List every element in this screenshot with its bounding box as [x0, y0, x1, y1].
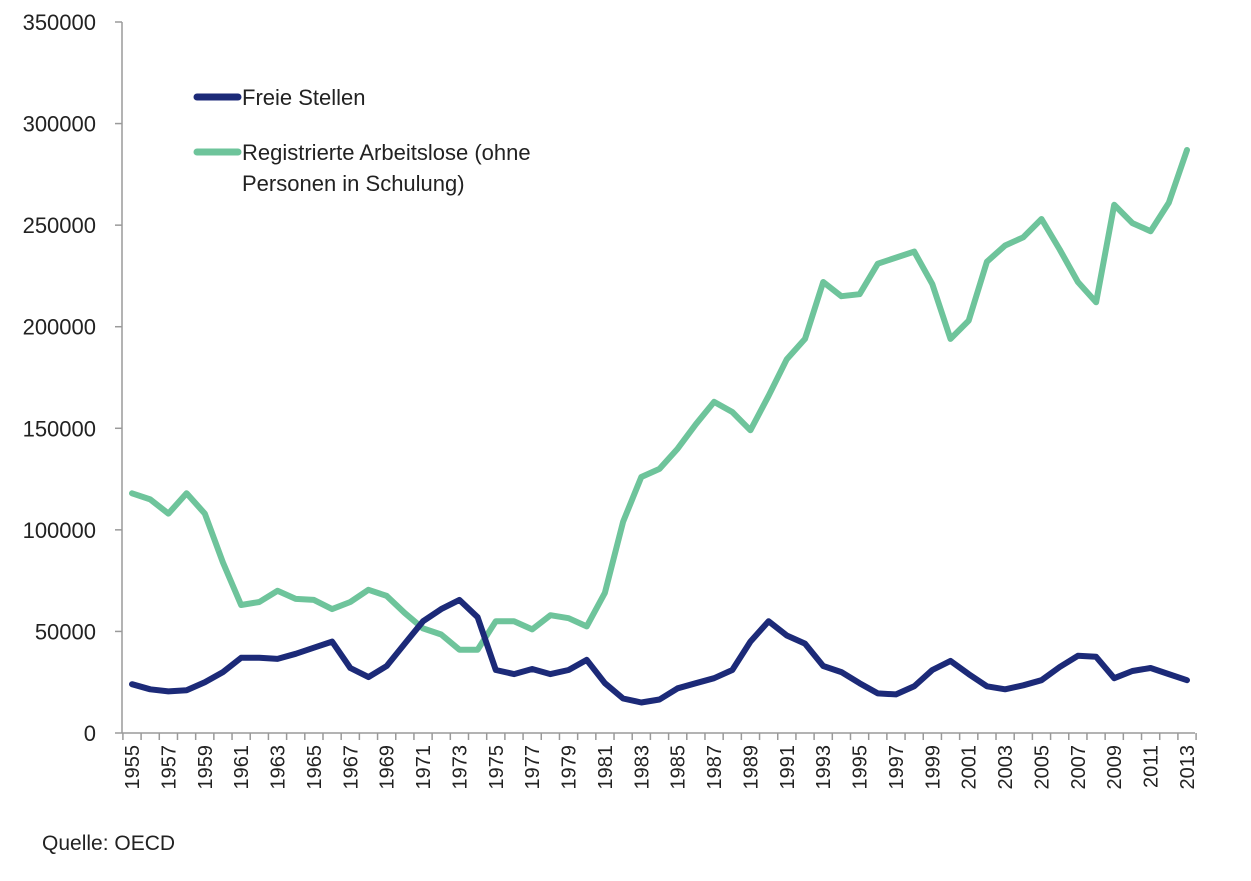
x-tick-label: 1955 — [122, 745, 144, 790]
y-tick-label: 150000 — [23, 416, 96, 441]
x-tick-label: 1967 — [340, 745, 362, 790]
x-tick-label: 1993 — [813, 745, 835, 790]
x-axis: 1955 1957 1959 1961 1963 1965 1967 1969 1971 1973… — [122, 732, 1199, 790]
x-tick-label: 1997 — [886, 745, 908, 790]
x-tick-label: 1969 — [377, 745, 399, 790]
y-tick-label: 100000 — [23, 518, 96, 543]
legend-item-freie-stellen-label: Freie Stellen — [242, 85, 366, 110]
x-tick-label: 1963 — [268, 745, 290, 790]
y-tick-label: 300000 — [23, 112, 96, 137]
x-tick-label: 2001 — [959, 745, 981, 790]
x-tick-label: 1989 — [740, 745, 762, 790]
x-tick-label: 2005 — [1031, 745, 1053, 790]
x-tick-label: 1985 — [668, 745, 690, 790]
x-tick-label: 1961 — [231, 745, 253, 790]
y-tick-label: 0 — [84, 721, 96, 746]
y-axis: 0 50000 100000 150000 200000 250000 300000 3500… — [23, 10, 123, 746]
x-tick-label: 1959 — [195, 745, 217, 790]
x-tick-label: 1975 — [486, 745, 508, 790]
x-tick-label: 1957 — [158, 745, 180, 790]
series-line-registrierte-arbeitslose — [129, 147, 1190, 653]
x-tick-label: 1983 — [631, 745, 653, 790]
x-tick-label: 1965 — [304, 745, 326, 790]
x-tick-label: 2013 — [1177, 745, 1199, 790]
x-tick-label: 1977 — [522, 745, 544, 790]
series-line-freie-stellen — [129, 596, 1190, 706]
legend-item-registrierte-arbeitslose-label: Personen in Schulung) — [242, 171, 465, 196]
x-tick-label: 1971 — [413, 745, 435, 790]
x-tick-label: 1991 — [777, 745, 799, 790]
y-tick-label: 350000 — [23, 10, 96, 35]
source-note: Quelle: OECD — [42, 832, 176, 855]
x-tick-label: 1999 — [922, 745, 944, 790]
x-tick-label: 1979 — [559, 745, 581, 790]
series-layer — [129, 147, 1190, 706]
x-tick-label: 1981 — [595, 745, 617, 790]
y-tick-label: 250000 — [23, 213, 96, 238]
x-tick-label: 2003 — [995, 745, 1017, 790]
y-tick-label: 200000 — [23, 315, 96, 340]
legend: Freie Stellen Registrierte Arbeitslose (o… — [193, 85, 531, 196]
x-tick-label: 2009 — [1104, 745, 1126, 790]
x-tick-label: 2011 — [1141, 745, 1163, 788]
legend-item-registrierte-arbeitslose-label: Registrierte Arbeitslose (ohne — [242, 140, 531, 165]
x-tick-label: 1995 — [850, 745, 872, 790]
x-tick-label: 2007 — [1068, 745, 1090, 790]
x-tick-label: 1987 — [704, 745, 726, 790]
x-tick-label: 1973 — [449, 745, 471, 790]
y-tick-label: 50000 — [35, 619, 96, 644]
